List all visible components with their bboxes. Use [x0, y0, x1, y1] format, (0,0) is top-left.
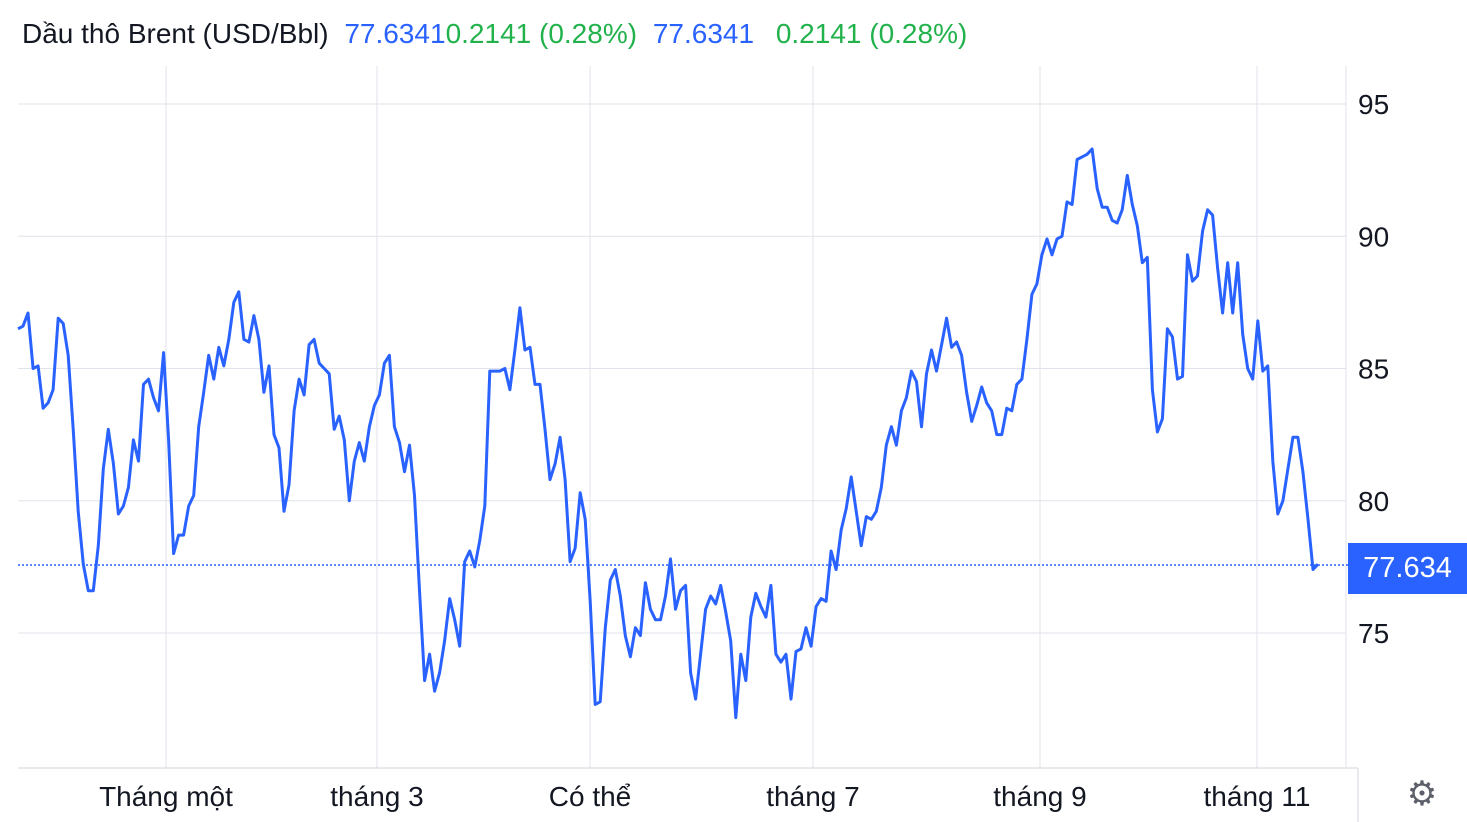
x-tick-label: tháng 11: [1204, 781, 1311, 812]
instrument-title: Dầu thô Brent (USD/Bbl): [22, 18, 329, 49]
x-tick-label: Có thể: [549, 781, 632, 812]
gear-icon[interactable]: ⚙: [1406, 775, 1438, 813]
current-price-label: 77.634: [1348, 543, 1467, 594]
x-tick-label: tháng 7: [766, 781, 859, 812]
price-change-secondary: 0.2141 (0.28%): [775, 18, 968, 49]
chart-header: Dầu thô Brent (USD/Bbl) 77.63410.2141 (0…: [22, 18, 967, 50]
price-series-line: [17, 147, 1320, 720]
price-change: 0.2141 (0.28%): [445, 18, 638, 49]
x-tick-label: tháng 9: [993, 781, 1086, 812]
price-value: 77.6341: [344, 18, 446, 49]
y-tick-label: 90: [1358, 221, 1389, 252]
y-tick-label: 75: [1358, 618, 1389, 649]
x-tick-label: tháng 3: [330, 781, 423, 812]
x-tick-label: Tháng một: [99, 781, 233, 812]
y-tick-label: 80: [1358, 486, 1389, 517]
y-tick-label: 95: [1358, 89, 1389, 120]
y-tick-label: 85: [1358, 354, 1389, 385]
price-value-secondary: 77.6341: [652, 18, 755, 49]
